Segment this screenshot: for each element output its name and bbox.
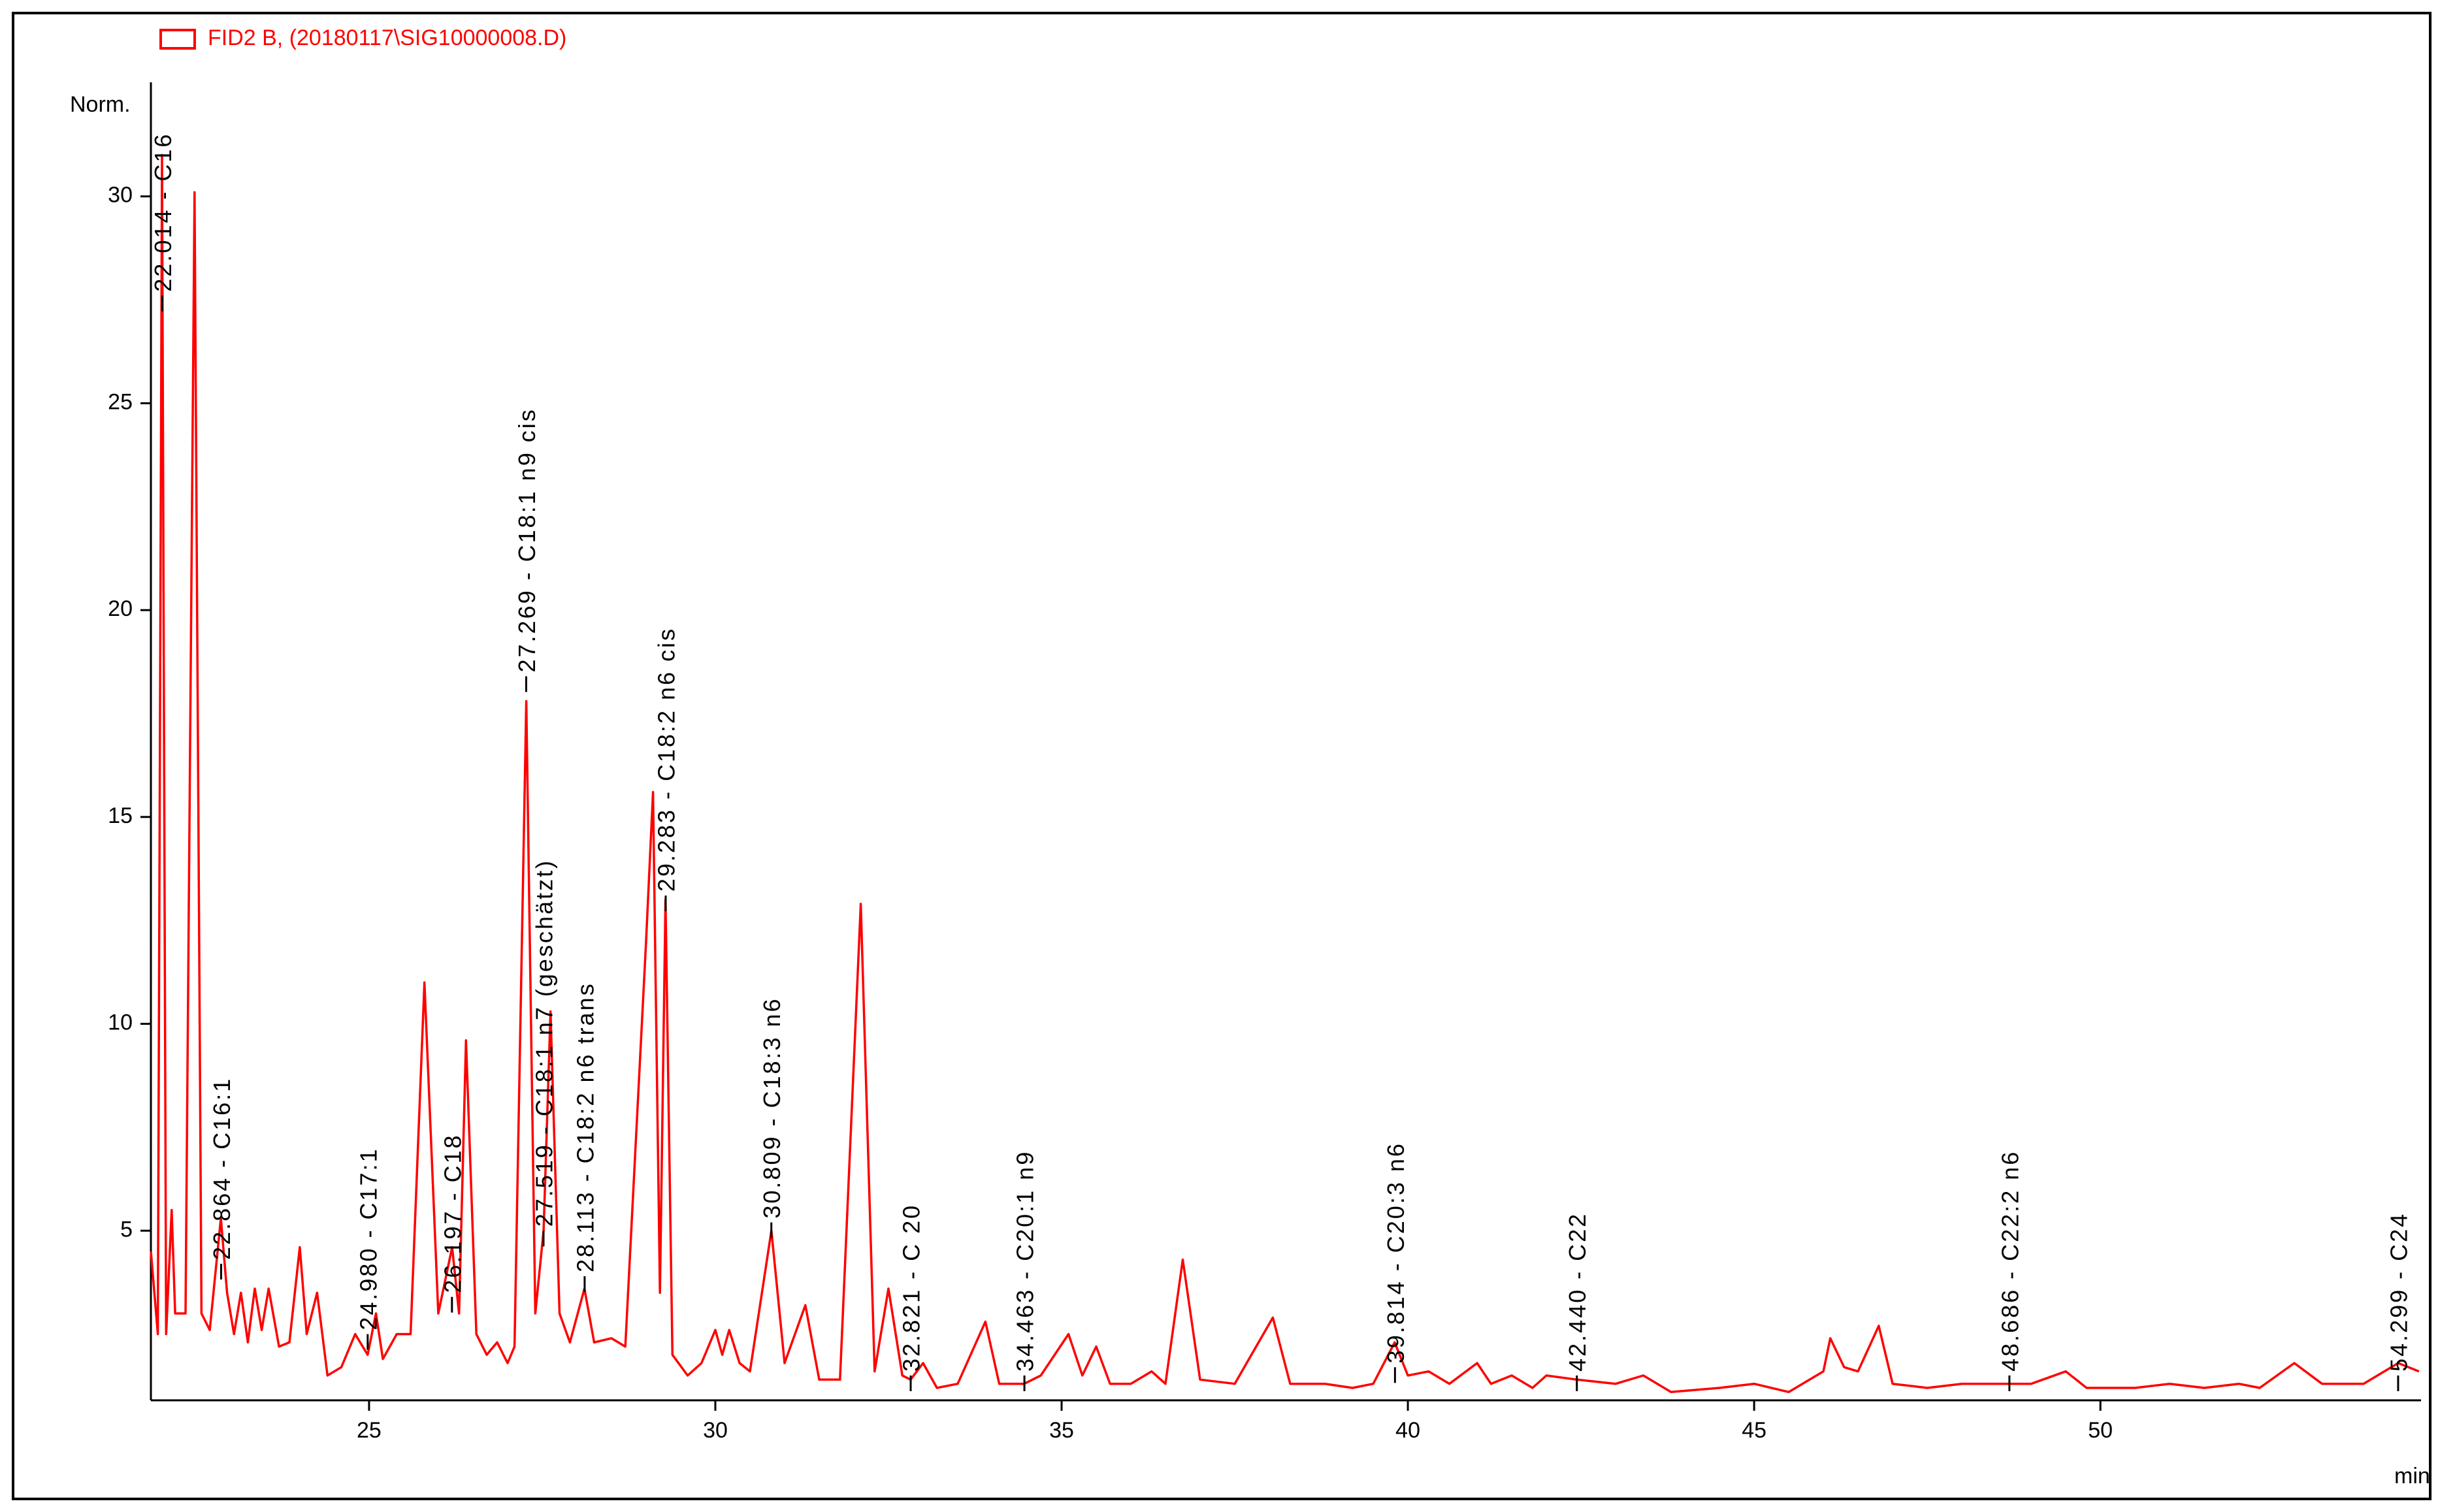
peak-label: 30.809 - C18:3 n6 <box>758 997 785 1218</box>
peak-label: 29.283 - C18:2 n6 cis <box>653 627 679 892</box>
x-axis-label: min <box>2394 1464 2430 1488</box>
peak-label: 22.014 - C16 <box>150 133 176 292</box>
x-tick-label: 45 <box>1742 1418 1766 1443</box>
y-tick-label: 25 <box>108 389 133 414</box>
y-tick-label: 5 <box>120 1217 133 1242</box>
peak-label: 48.686 - C22:2 n6 <box>1996 1150 2023 1372</box>
legend-swatch <box>159 29 196 50</box>
y-tick-label: 10 <box>108 1010 133 1035</box>
x-tick-label: 35 <box>1049 1418 1074 1443</box>
y-tick-label: 20 <box>108 596 133 621</box>
signal-line <box>150 153 2420 1394</box>
peak-label: 24.980 - C17:1 <box>355 1147 382 1330</box>
x-tick-label: 50 <box>2088 1418 2113 1443</box>
peak-label: 22.864 - C16:1 <box>208 1077 235 1260</box>
x-tick-label: 40 <box>1395 1418 1420 1443</box>
peak-label: 27.269 - C18:1 n9 cis <box>513 408 540 672</box>
peak-label: 34.463 - C20:1 n9 <box>1012 1150 1039 1372</box>
y-tick-label: 30 <box>108 183 133 208</box>
peak-label: 54.299 - C24 <box>2385 1212 2412 1372</box>
x-tick-label: 30 <box>703 1418 728 1443</box>
frame <box>12 12 2432 1500</box>
peak-label: 32.821 - C 20 <box>898 1204 925 1372</box>
peak-label: 27.519 - C18:1 n7 (geschätzt) <box>530 859 557 1227</box>
peak-label: 26.197 - C18 <box>439 1133 466 1293</box>
legend-label: FID2 B, (20180117\SIG10000008.D) <box>208 25 566 50</box>
x-tick-label: 25 <box>357 1418 382 1443</box>
y-tick-label: 15 <box>108 803 133 828</box>
peak-label: 28.113 - C18:2 n6 trans <box>572 982 598 1272</box>
peak-label: 42.440 - C22 <box>1564 1212 1591 1372</box>
peak-label: 39.814 - C20:3 n6 <box>1382 1142 1409 1363</box>
y-axis-label: Norm. <box>70 92 131 117</box>
